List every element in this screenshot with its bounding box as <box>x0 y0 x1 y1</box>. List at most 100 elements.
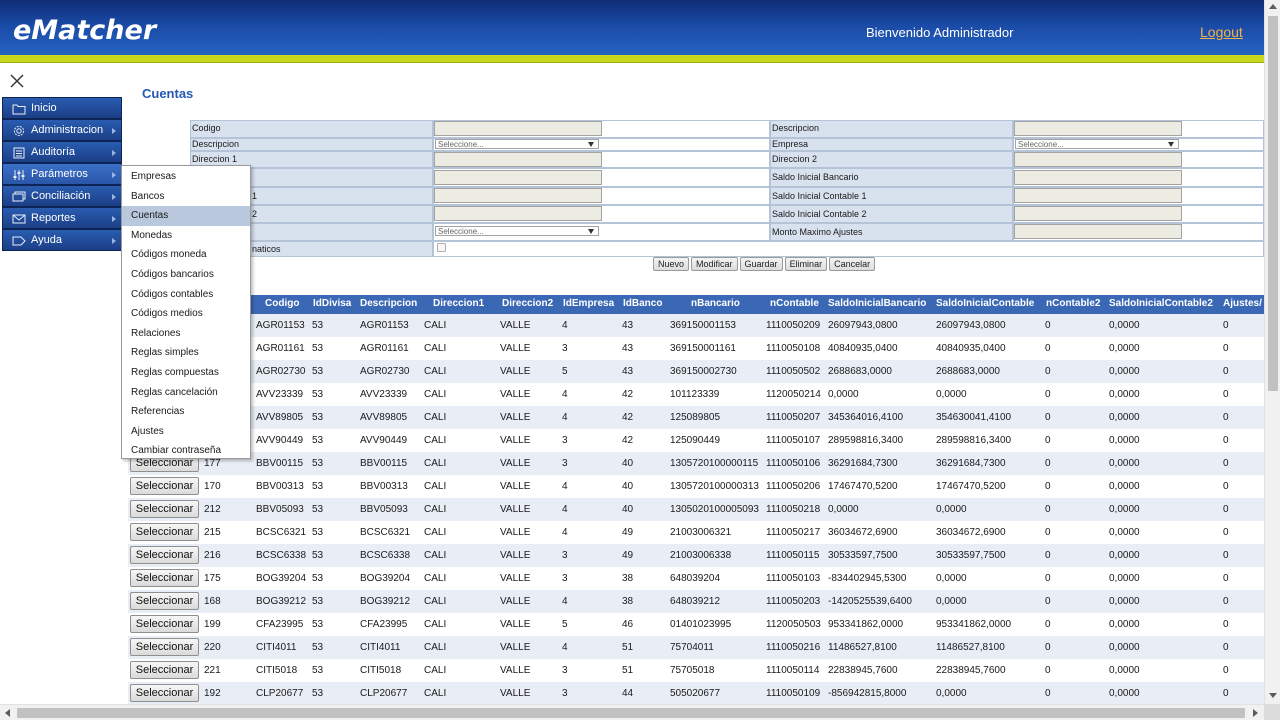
close-menu-icon[interactable] <box>9 73 25 89</box>
column-header[interactable]: nContable <box>770 298 819 309</box>
table-row[interactable]: Seleccionar 192 CLP20677 53 CLP20677 CALI VALL… <box>128 682 1264 705</box>
row6-input[interactable] <box>434 206 602 221</box>
seleccionar-button[interactable]: Seleccionar <box>130 500 199 518</box>
sidebar-item-conciliacion[interactable]: Conciliación <box>2 185 122 207</box>
scroll-right-icon[interactable] <box>1253 709 1258 717</box>
table-row[interactable]: SeleccionarAVV2333953AVV23339CALIVALLE44… <box>128 383 1264 406</box>
cell-banco: 40 <box>622 504 634 515</box>
column-header[interactable]: Descripcion <box>360 298 418 309</box>
guardar-button[interactable]: Guardar <box>739 257 783 271</box>
cancelar-button[interactable]: Cancelar <box>829 257 876 271</box>
row7-select[interactable]: Seleccione... <box>435 226 599 236</box>
table-row[interactable]: Seleccionar 215 BCSC6321 53 BCSC6321 CALI VALL… <box>128 521 1264 544</box>
column-header[interactable]: IdBanco <box>623 298 663 309</box>
seleccionar-button[interactable]: Seleccionar <box>130 638 199 656</box>
table-row[interactable]: SeleccionarAGR0273053AGR02730CALIVALLE54… <box>128 360 1264 383</box>
submenu-item-empresas[interactable]: Empresas <box>131 171 177 182</box>
table-row[interactable]: Seleccionar 168 BOG39212 53 BOG39212 CALI VALL… <box>128 590 1264 613</box>
seleccionar-button[interactable]: Seleccionar <box>130 684 199 702</box>
submenu-item-cambiar-contrasena[interactable]: Cambiar contraseña <box>131 445 222 457</box>
table-row[interactable]: Seleccionar 170 BBV00313 53 BBV00313 CALI VALL… <box>128 475 1264 498</box>
table-row[interactable]: Seleccionar 175 BOG39204 53 BOG39204 CALI VALL… <box>128 567 1264 590</box>
column-header[interactable]: SaldoInicialContable2 <box>1109 298 1213 309</box>
vertical-scroll-thumb[interactable] <box>1268 16 1278 391</box>
submenu-item-referencias[interactable]: Referencias <box>131 406 185 418</box>
horizontal-scroll-thumb[interactable] <box>17 708 1245 718</box>
seleccionar-button[interactable]: Seleccionar <box>130 615 199 633</box>
saldo-inicial-contable1-input[interactable] <box>1014 188 1182 203</box>
sidebar-item-administracion[interactable]: Administracion <box>2 119 122 141</box>
submenu-item-relaciones[interactable]: Relaciones <box>131 327 181 339</box>
submenu-item-codigos-contables[interactable]: Códigos contables <box>131 288 214 300</box>
cell-nc2: 0 <box>1045 573 1051 584</box>
seleccionar-button[interactable]: Seleccionar <box>130 569 199 587</box>
submenu-item-codigos-bancarios[interactable]: Códigos bancarios <box>131 268 214 280</box>
descripcion-input[interactable] <box>1014 121 1182 136</box>
modificar-button[interactable]: Modificar <box>691 257 738 271</box>
row4-input[interactable] <box>434 170 602 185</box>
column-header[interactable]: Ajustes/ <box>1223 298 1262 309</box>
sidebar-item-parametros[interactable]: Parámetros <box>2 163 122 185</box>
seleccionar-button[interactable]: Seleccionar <box>130 592 199 610</box>
direccion2-input[interactable] <box>1014 152 1182 167</box>
table-row[interactable]: SeleccionarAGR0116153AGR01161CALIVALLE34… <box>128 337 1264 360</box>
column-header[interactable]: SaldoInicialContable <box>936 298 1035 309</box>
submenu-item-reglas-simples[interactable]: Reglas simples <box>131 347 199 359</box>
scroll-up-icon[interactable] <box>1269 4 1277 9</box>
row5-input[interactable] <box>434 188 602 203</box>
submenu-item-codigos-medios[interactable]: Códigos medios <box>131 308 203 320</box>
seleccionar-button[interactable]: Seleccionar <box>130 477 199 495</box>
nuevo-button[interactable]: Nuevo <box>653 257 690 271</box>
horizontal-scrollbar[interactable] <box>0 704 1264 720</box>
cell-sib: 953341862,0000 <box>828 619 904 630</box>
codigo-input[interactable] <box>434 121 602 136</box>
column-header[interactable]: SaldoInicialBancario <box>828 298 927 309</box>
table-row[interactable]: Seleccionar 221 CITI5018 53 CITI5018 CALI VALL… <box>128 659 1264 682</box>
cell-divisa: 53 <box>312 481 324 492</box>
sidebar-item-inicio[interactable]: Inicio <box>2 97 122 119</box>
vertical-scrollbar[interactable] <box>1264 0 1280 704</box>
descripcion2-select[interactable]: Seleccione... <box>435 139 599 149</box>
scroll-left-icon[interactable] <box>5 709 10 717</box>
submenu-item-reglas-cancelacion[interactable]: Reglas cancelación <box>131 386 218 398</box>
sidebar-item-ayuda[interactable]: Ayuda <box>2 229 122 251</box>
table-row[interactable]: Seleccionar 177 BBV00115 53 BBV00115 CALI VALL… <box>128 452 1264 475</box>
seleccionar-button[interactable]: Seleccionar <box>130 661 199 679</box>
table-row[interactable]: SeleccionarAVV9044953AVV90449CALIVALLE34… <box>128 429 1264 452</box>
scroll-down-icon[interactable] <box>1269 693 1277 698</box>
logout-link[interactable]: Logout <box>1200 24 1243 40</box>
column-header[interactable]: IdDivisa <box>313 298 352 309</box>
cell-nc2: 0 <box>1045 596 1051 607</box>
submenu-item-codigos-moneda[interactable]: Códigos moneda <box>131 249 207 261</box>
column-header[interactable]: Direccion1 <box>433 298 485 309</box>
submenu-item-ajustes[interactable]: Ajustes <box>131 425 164 437</box>
monto-maximo-ajustes-input[interactable] <box>1014 224 1182 239</box>
column-header[interactable]: IdEmpresa <box>563 298 615 309</box>
automatic-checkbox[interactable] <box>437 243 446 252</box>
sidebar-item-reportes[interactable]: Reportes <box>2 207 122 229</box>
cell-dir2: VALLE <box>500 343 531 354</box>
chevron-right-icon <box>112 172 116 178</box>
table-row[interactable]: Seleccionar 220 CITI4011 53 CITI4011 CALI VALL… <box>128 636 1264 659</box>
column-header[interactable]: nContable2 <box>1046 298 1101 309</box>
empresa-select[interactable]: Seleccione... <box>1015 139 1179 149</box>
eliminar-button[interactable]: Eliminar <box>784 257 828 271</box>
submenu-item-cuentas[interactable]: Cuentas <box>122 206 250 226</box>
table-row[interactable]: SeleccionarAVV8980553AVV89805CALIVALLE44… <box>128 406 1264 429</box>
direccion1-input[interactable] <box>434 152 602 167</box>
table-row[interactable]: Seleccionar 199 CFA23995 53 CFA23995 CALI VALL… <box>128 613 1264 636</box>
table-row[interactable]: SeleccionarAGR0115353AGR01153CALIVALLE44… <box>128 314 1264 337</box>
submenu-item-monedas[interactable]: Monedas <box>131 229 173 241</box>
column-header[interactable]: Direccion2 <box>502 298 554 309</box>
table-row[interactable]: Seleccionar 216 BCSC6338 53 BCSC6338 CALI VALL… <box>128 544 1264 567</box>
saldo-inicial-contable2-input[interactable] <box>1014 206 1182 221</box>
sidebar-item-auditoria[interactable]: Auditoría <box>2 141 122 163</box>
table-row[interactable]: Seleccionar 212 BBV05093 53 BBV05093 CALI VALL… <box>128 498 1264 521</box>
submenu-item-reglas-compuestas[interactable]: Reglas compuestas <box>131 366 219 378</box>
column-header[interactable]: nBancario <box>691 298 740 309</box>
column-header[interactable]: Codigo <box>265 298 300 309</box>
saldo-inicial-bancario-input[interactable] <box>1014 170 1182 185</box>
submenu-item-bancos[interactable]: Bancos <box>131 190 165 202</box>
seleccionar-button[interactable]: Seleccionar <box>130 523 199 541</box>
seleccionar-button[interactable]: Seleccionar <box>130 546 199 564</box>
